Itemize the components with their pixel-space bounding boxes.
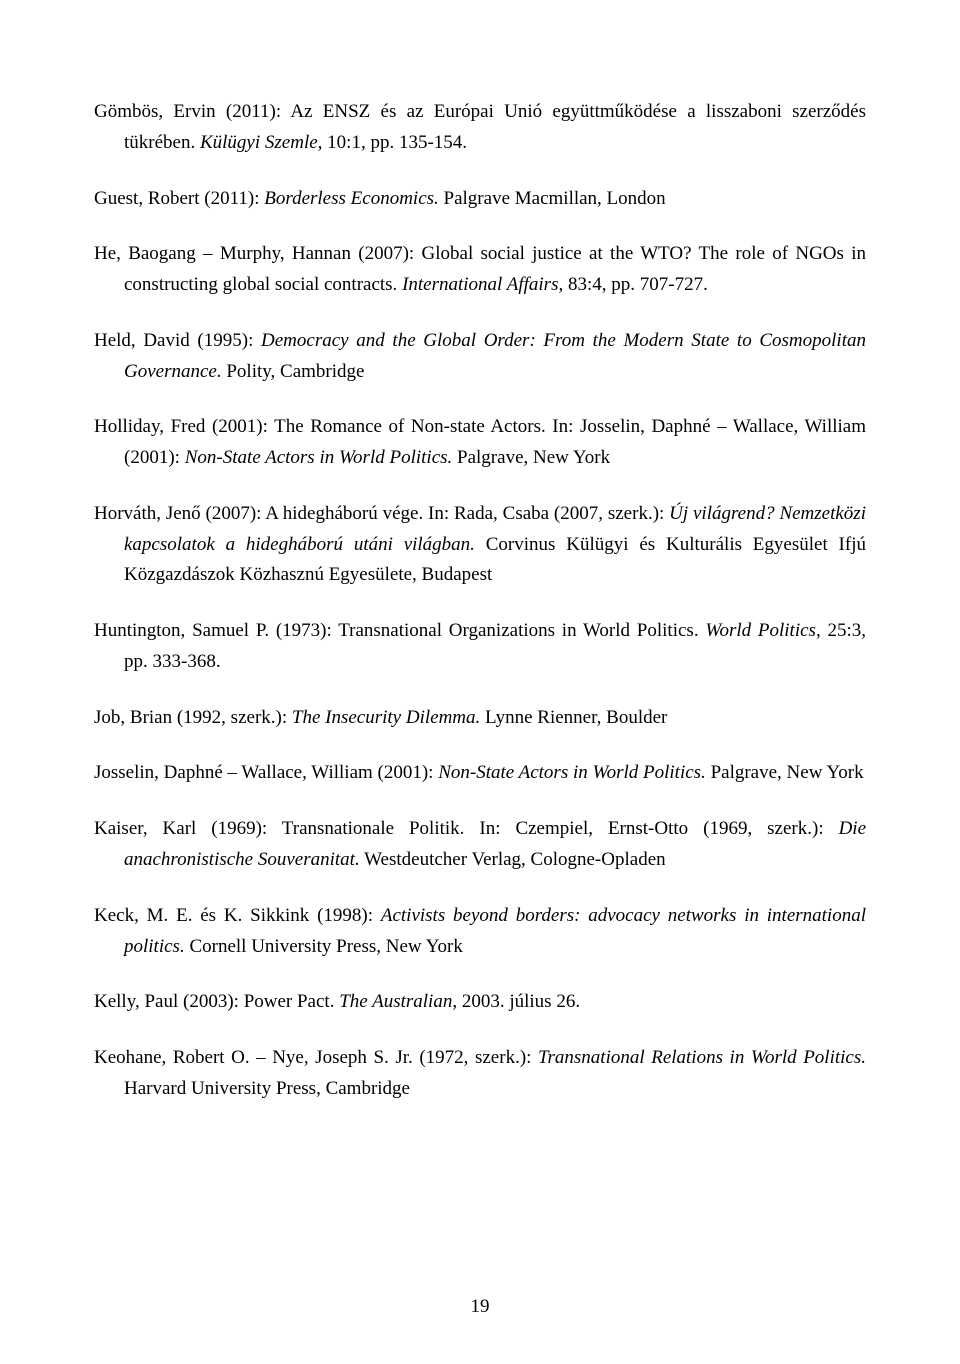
reference-entry: Holliday, Fred (2001): The Romance of No… [94,412,866,474]
reference-title: Transnational Relations in World Politic… [538,1047,866,1068]
reference-text: 83:4, pp. 707-727. [563,274,708,295]
reference-text: Keck, M. E. és K. Sikkink (1998): [94,905,381,926]
reference-title: Non-State Actors in World Politics. [185,447,453,468]
reference-entry: Kaiser, Karl (1969): Transnationale Poli… [94,814,866,876]
reference-entry: Huntington, Samuel P. (1973): Transnatio… [94,616,866,678]
reference-text: 10:1, pp. 135-154. [322,132,467,153]
reference-entry: Keohane, Robert O. – Nye, Joseph S. Jr. … [94,1043,866,1105]
reference-title: Borderless Economics. [264,188,439,209]
references-list: Gömbös, Ervin (2011): Az ENSZ és az Euró… [94,97,866,1105]
reference-text: Lynne Rienner, Boulder [480,707,667,728]
reference-text: , 2003. július 26. [452,991,580,1012]
reference-text: Held, David (1995): [94,330,261,351]
reference-entry: Guest, Robert (2011): Borderless Economi… [94,184,866,215]
reference-title: Külügyi Szemle, [200,132,322,153]
reference-entry: Kelly, Paul (2003): Power Pact. The Aust… [94,987,866,1018]
reference-text: Job, Brian (1992, szerk.): [94,707,292,728]
reference-text: Polity, Cambridge [222,361,365,382]
reference-text: Josselin, Daphné – Wallace, William (200… [94,762,438,783]
reference-entry: Job, Brian (1992, szerk.): The Insecurit… [94,703,866,734]
reference-entry: Josselin, Daphné – Wallace, William (200… [94,758,866,789]
reference-text: Keohane, Robert O. – Nye, Joseph S. Jr. … [94,1047,538,1068]
reference-text: Westdeutcher Verlag, Cologne-Opladen [360,849,666,870]
reference-text: Kelly, Paul (2003): Power Pact. [94,991,339,1012]
reference-title: International Affairs, [402,274,563,295]
reference-entry: Horváth, Jenő (2007): A hidegháború vége… [94,499,866,591]
reference-text: Harvard University Press, Cambridge [124,1078,410,1099]
reference-text: Huntington, Samuel P. (1973): Transnatio… [94,620,705,641]
reference-text: Palgrave Macmillan, London [439,188,666,209]
reference-title: The Insecurity Dilemma. [292,707,480,728]
reference-entry: Gömbös, Ervin (2011): Az ENSZ és az Euró… [94,97,866,159]
reference-text: Palgrave, New York [706,762,864,783]
reference-title: World Politics [705,620,816,641]
reference-entry: Keck, M. E. és K. Sikkink (1998): Activi… [94,901,866,963]
reference-title: The Australian [339,991,452,1012]
reference-entry: He, Baogang – Murphy, Hannan (2007): Glo… [94,239,866,301]
page: Gömbös, Ervin (2011): Az ENSZ és az Euró… [0,0,960,1364]
reference-text: Kaiser, Karl (1969): Transnationale Poli… [94,818,839,839]
reference-text: Guest, Robert (2011): [94,188,264,209]
reference-text: Palgrave, New York [452,447,610,468]
page-number: 19 [0,1296,960,1318]
reference-text: Horváth, Jenő (2007): A hidegháború vége… [94,503,669,524]
reference-title: Non-State Actors in World Politics. [438,762,706,783]
reference-text: Cornell University Press, New York [185,936,463,957]
reference-entry: Held, David (1995): Democracy and the Gl… [94,326,866,388]
